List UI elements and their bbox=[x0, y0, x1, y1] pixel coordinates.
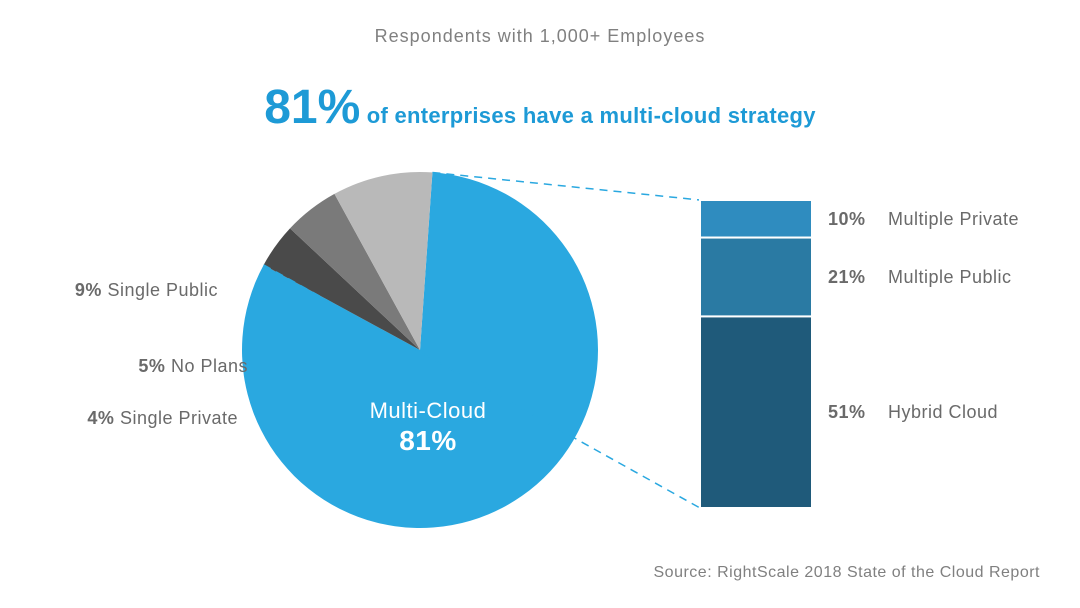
bar-segment-percent: 21% bbox=[828, 267, 866, 287]
pie-main-label: Multi-Cloud bbox=[370, 398, 487, 423]
source-attribution: Source: RightScale 2018 State of the Clo… bbox=[654, 564, 1041, 582]
bar-segment-label: Hybrid Cloud bbox=[888, 402, 998, 422]
bar-segment-label: Multiple Public bbox=[888, 267, 1012, 287]
bar-segment bbox=[700, 238, 812, 317]
chart-canvas: Multi-Cloud81% 9% Single Public 5% No Plan… bbox=[0, 0, 1080, 608]
pie-outside-label: 5% No Plans bbox=[138, 356, 248, 376]
bar-segment-percent: 10% bbox=[828, 209, 866, 229]
pie-main-percent: 81% bbox=[399, 425, 457, 456]
bar-segment-label: Multiple Private bbox=[888, 209, 1019, 229]
pie-outside-label: 4% Single Private bbox=[87, 408, 238, 428]
pie-outside-label: 9% Single Public bbox=[75, 280, 218, 300]
bar-segment-percent: 51% bbox=[828, 402, 866, 422]
bar-segment bbox=[700, 316, 812, 508]
bar-segment bbox=[700, 200, 812, 238]
